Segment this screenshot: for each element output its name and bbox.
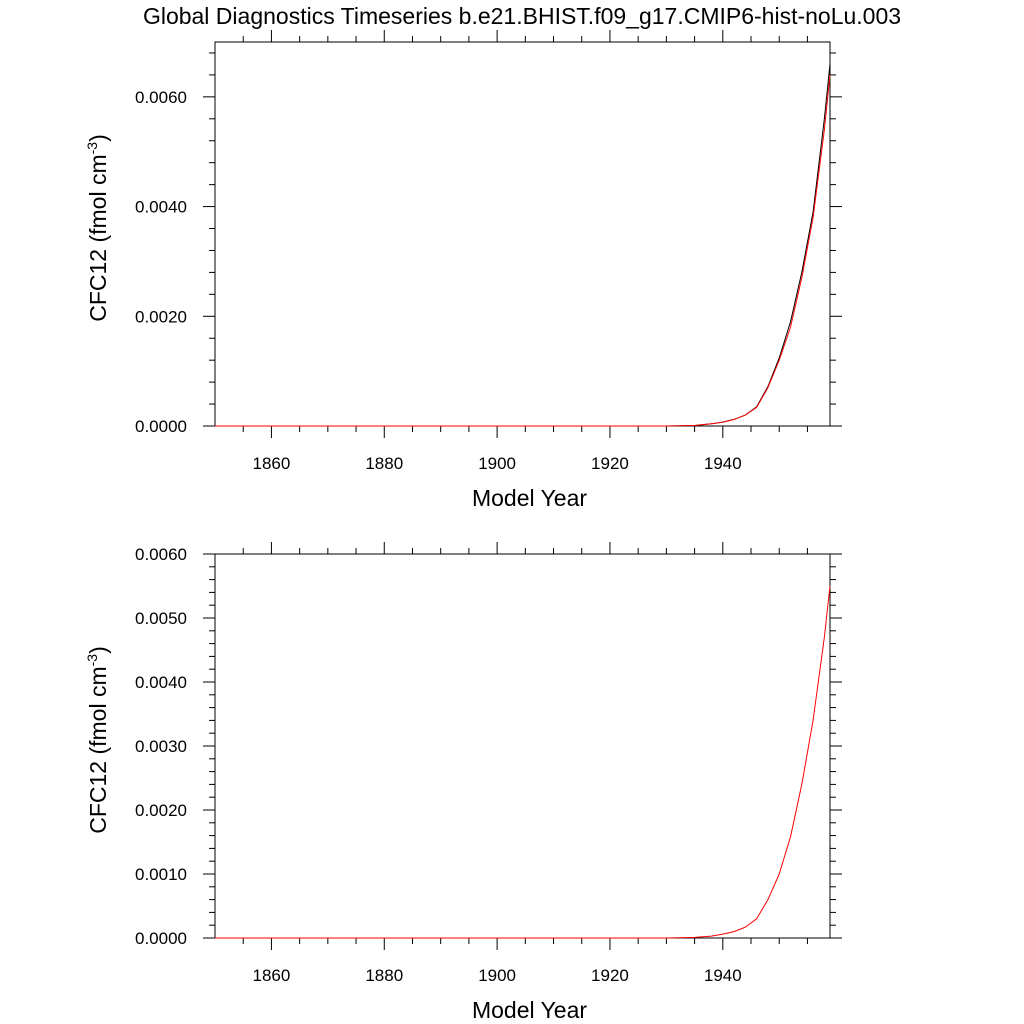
y-tick-label: 0.0000 bbox=[135, 929, 187, 948]
y-axis-title-superscript: -3 bbox=[84, 654, 100, 667]
x-axis-title: Model Year bbox=[472, 485, 587, 511]
y-axis-title-close: ) bbox=[85, 646, 111, 654]
y-tick-label: 0.0000 bbox=[135, 417, 187, 436]
figure-title: Global Diagnostics Timeseries b.e21.BHIS… bbox=[143, 3, 901, 29]
x-tick-label: 1940 bbox=[704, 454, 742, 473]
y-tick-label: 0.0060 bbox=[135, 545, 187, 564]
y-tick-label: 0.0030 bbox=[135, 737, 187, 756]
x-tick-label: 1900 bbox=[478, 454, 516, 473]
x-tick-label: 1940 bbox=[704, 966, 742, 985]
y-tick-label: 0.0060 bbox=[135, 88, 187, 107]
x-tick-label: 1860 bbox=[253, 454, 291, 473]
y-tick-label: 0.0050 bbox=[135, 609, 187, 628]
plot-frame bbox=[214, 41, 831, 427]
x-tick-label: 1880 bbox=[365, 966, 403, 985]
y-tick-label: 0.0020 bbox=[135, 307, 187, 326]
x-tick-label: 1920 bbox=[591, 454, 629, 473]
y-axis-title-close: ) bbox=[85, 134, 111, 142]
y-axis-title: CFC12 (fmol cm-3) bbox=[84, 134, 111, 322]
y-axis-title-main: CFC12 (fmol cm bbox=[85, 666, 111, 833]
y-tick-label: 0.0040 bbox=[135, 673, 187, 692]
plots: 1860 1880 1900 1920 1940 0.0000 0.0020 0.0040 0.… bbox=[84, 30, 842, 1023]
y-tick-label: 0.0020 bbox=[135, 801, 187, 820]
x-axis-title: Model Year bbox=[472, 997, 587, 1023]
x-tick-label: 1860 bbox=[253, 966, 291, 985]
series-line-1 bbox=[215, 63, 831, 427]
chart-2: 1860 1880 1900 1920 1940 0.0000 0.0010 0.0020 0.… bbox=[84, 542, 842, 1023]
series-line-1 bbox=[215, 585, 831, 939]
chart-1: 1860 1880 1900 1920 1940 0.0000 0.0020 0.0040 0.… bbox=[84, 30, 842, 511]
y-tick-label: 0.0010 bbox=[135, 865, 187, 884]
plot-frame bbox=[214, 553, 831, 939]
y-axis-title-superscript: -3 bbox=[84, 142, 100, 155]
x-tick-label: 1900 bbox=[478, 966, 516, 985]
x-tick-label: 1920 bbox=[591, 966, 629, 985]
y-tick-label: 0.0040 bbox=[135, 198, 187, 217]
y-axis-title: CFC12 (fmol cm-3) bbox=[84, 646, 111, 834]
series-line-2 bbox=[215, 74, 831, 427]
y-axis-title-main: CFC12 (fmol cm bbox=[85, 154, 111, 321]
x-tick-label: 1880 bbox=[365, 454, 403, 473]
